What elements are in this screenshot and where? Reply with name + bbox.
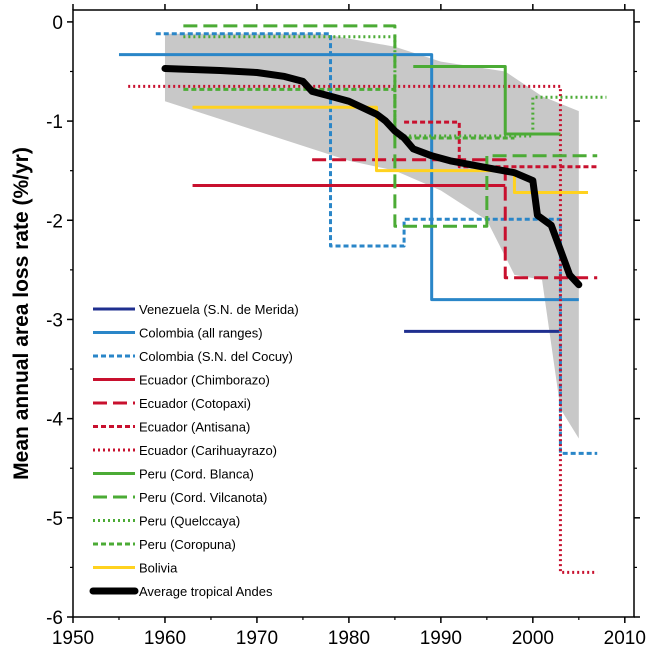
legend-label: Ecuador (Cotopaxi) (139, 396, 251, 411)
x-tick-label: 2000 (512, 628, 554, 649)
x-tick-label: 1990 (420, 628, 462, 649)
series-line-colombia-all-ranges (118, 53, 579, 302)
y-axis-label: Mean annual area loss rate (%/yr) (10, 147, 33, 480)
legend-label: Colombia (S.N. del Cocuy) (139, 349, 293, 364)
series-line-average-tropical-andes (161, 65, 583, 289)
series-line-peru-cord-vilcanota (183, 24, 598, 228)
legend-label: Bolivia (139, 561, 178, 576)
plot-frame (72, 9, 635, 618)
y-tick-label: -4 (46, 410, 63, 431)
series-line-bolivia (192, 105, 589, 194)
series-line-ecuador-carihuayrazo (128, 84, 598, 574)
x-tick-label: 1970 (236, 628, 278, 649)
legend-label: Ecuador (Carihuayrazo) (139, 443, 277, 458)
y-tick-label: 0 (52, 13, 63, 34)
legend-label: Peru (Coropuna) (139, 537, 236, 552)
legend-label: Ecuador (Antisana) (139, 420, 250, 435)
legend-label: Peru (Quelccaya) (139, 514, 240, 529)
legend-label: Peru (Cord. Blanca) (139, 467, 254, 482)
y-tick-label: -3 (46, 310, 63, 331)
legend-label: Average tropical Andes (139, 584, 273, 599)
axes-layer: 1950 1960 1970 1980 1990 2000 2010 0 -1 -2 -3 -4 -5 -… (46, 4, 646, 649)
y-tick-label: -6 (46, 608, 63, 629)
legend-label: Colombia (all ranges) (139, 326, 263, 341)
x-tick-label: 2010 (604, 628, 646, 649)
x-tick-label: 1950 (52, 628, 94, 649)
legend-label: Peru (Cord. Vilcanota) (139, 490, 267, 505)
y-tick-label: -2 (46, 211, 63, 232)
series-line-ecuador-cotopaxi (312, 158, 598, 280)
x-tick-label: 1960 (144, 628, 186, 649)
series-line-colombia-s-n-del-cocuy (155, 32, 598, 455)
series-layer (118, 24, 607, 574)
x-tick-label: 1980 (328, 628, 370, 649)
series-line-ecuador-antisana (404, 120, 598, 169)
series-line-peru-coropuna (183, 87, 515, 140)
legend-label: Ecuador (Chimborazo) (139, 373, 270, 388)
y-tick-label: -5 (46, 509, 63, 530)
legend: Venezuela (S.N. de Merida) Colombia (all … (89, 302, 299, 599)
legend-label: Venezuela (S.N. de Merida) (139, 302, 299, 317)
y-tick-label: -1 (46, 112, 63, 133)
series-line-peru-quelccaya (183, 35, 607, 138)
